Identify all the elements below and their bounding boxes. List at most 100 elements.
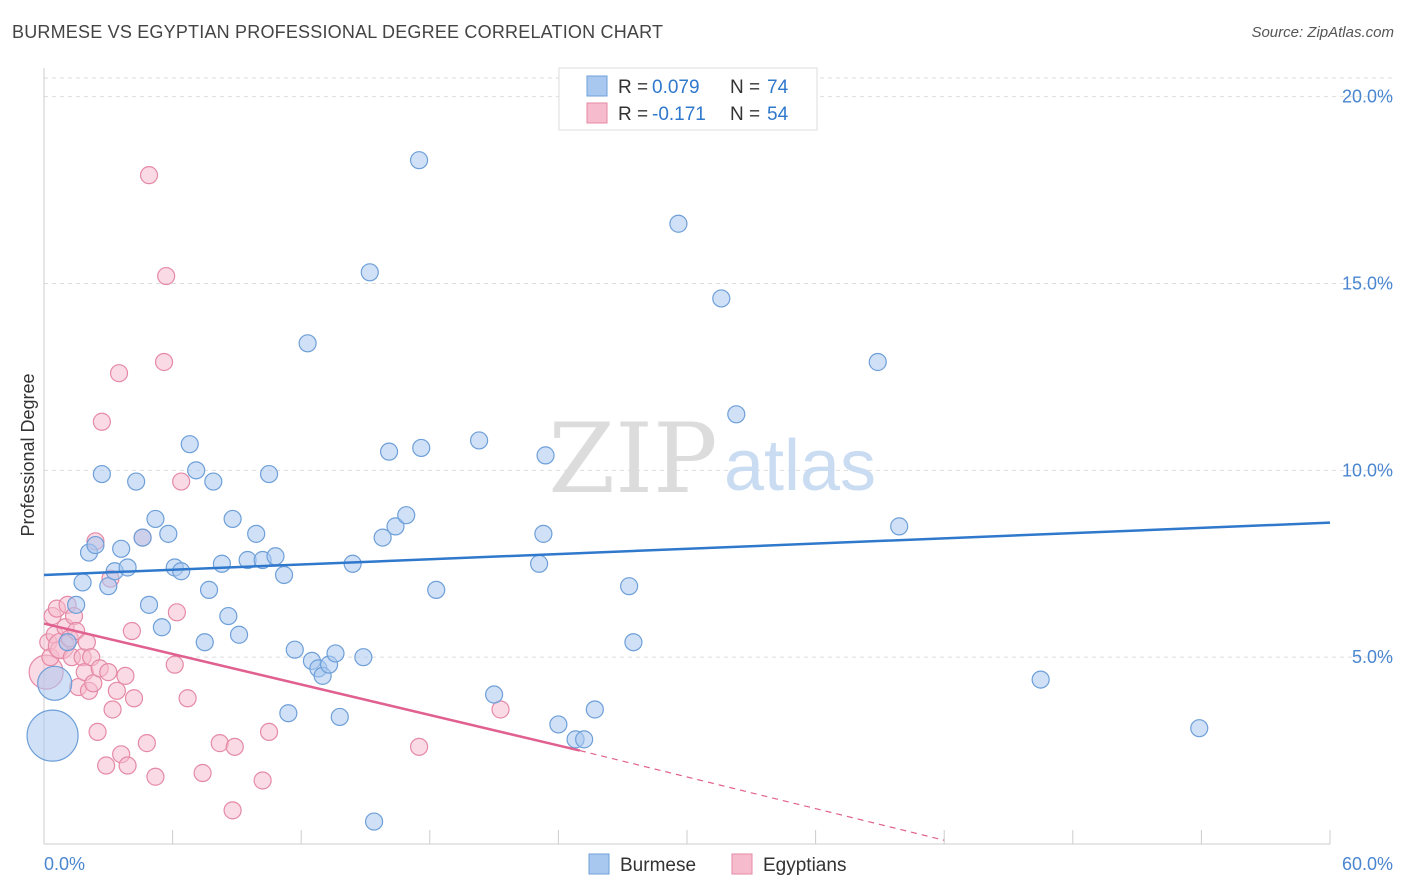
legend-r-label-burmese: R = [618, 77, 648, 98]
burmese-point [172, 562, 191, 581]
burmese-point [195, 633, 214, 652]
burmese-point [485, 685, 504, 704]
legend-n-value-burmese: 74 [767, 77, 789, 98]
legend: R = 0.079 N = 74 R = -0.171 N = 54 [558, 67, 818, 131]
egyptian-point [491, 700, 510, 719]
watermark: ZIP atlas [548, 403, 876, 515]
egyptian-point [225, 737, 244, 756]
burmese-point [890, 517, 909, 536]
burmese-point [58, 633, 77, 652]
burmese-point [1031, 670, 1050, 689]
burmese-point [373, 528, 392, 547]
burmese-point [868, 352, 887, 372]
chart-title: BURMESE VS EGYPTIAN PROFESSIONAL DEGREE … [12, 22, 664, 42]
egyptian-point [223, 801, 242, 820]
source-label: Source: ZipAtlas.com [1251, 24, 1394, 41]
egyptians-trend-line [43, 622, 581, 752]
legend-r-value-burmese: 0.079 [652, 77, 700, 98]
y-axis-label: Professional Degree [18, 373, 38, 536]
burmese-point [37, 665, 73, 701]
burmese-point [364, 812, 384, 831]
burmese-point [712, 289, 731, 308]
legend-r-value-egyptians: -0.171 [652, 104, 706, 125]
burmese-point [469, 431, 489, 450]
burmese-point [204, 472, 223, 491]
y-tick-label: 5.0% [1352, 647, 1393, 667]
gridlines [44, 77, 1393, 658]
egyptian-point [107, 681, 126, 700]
burmese-point [386, 517, 405, 536]
legend-swatch-burmese [586, 75, 608, 97]
burmese-point [266, 547, 285, 566]
axes [43, 68, 1331, 845]
y-tick-label: 10.0% [1342, 460, 1393, 480]
burmese-point [585, 700, 604, 719]
burmese-point [212, 554, 231, 573]
burmese-point [624, 633, 643, 652]
bottom-legend-swatch-burmese [588, 853, 610, 875]
y-tick-label: 20.0% [1342, 87, 1393, 107]
burmese-point [536, 446, 555, 465]
watermark-zip: ZIP [548, 403, 717, 515]
burmese-point [26, 709, 79, 762]
burmese-point [409, 151, 429, 170]
burmese-point [330, 707, 349, 727]
egyptian-point [167, 603, 186, 622]
burmese-point [112, 539, 131, 558]
egyptian-point [259, 722, 279, 742]
egyptian-point [99, 663, 118, 682]
legend-swatch-egyptians [586, 102, 608, 124]
burmese-point [575, 730, 594, 749]
egyptian-point [139, 166, 159, 185]
burmese-point [397, 506, 416, 525]
trend-lines [43, 521, 1331, 841]
y-tick-label: 15.0% [1342, 274, 1393, 294]
burmese-point [139, 595, 159, 614]
burmese-point [223, 509, 242, 529]
burmese-point [669, 214, 688, 233]
burmese-point [133, 528, 152, 547]
burmese-point [412, 438, 431, 458]
burmese-point [152, 618, 171, 637]
egyptian-point [409, 737, 429, 756]
burmese-point [360, 263, 379, 282]
burmese-point [219, 606, 238, 626]
egyptian-point [178, 689, 197, 708]
burmese-point [279, 704, 298, 723]
burmese-point [1190, 719, 1209, 738]
egyptians-points [28, 166, 510, 820]
burmese-points [26, 151, 1209, 831]
burmese-point [73, 573, 92, 592]
egyptian-point [193, 763, 212, 783]
burmese-point [247, 524, 266, 543]
bottom-legend: Burmese Egyptians [588, 853, 846, 876]
egyptian-point [88, 722, 107, 742]
legend-n-label-burmese: N = [730, 77, 760, 98]
burmese-point [187, 461, 206, 480]
burmese-point [274, 565, 294, 585]
burmese-point [118, 558, 137, 577]
burmese-point [530, 554, 549, 573]
egyptian-point [165, 655, 184, 674]
burmese-point [727, 405, 746, 424]
legend-n-label-egyptians: N = [730, 104, 760, 125]
burmese-point [549, 715, 568, 734]
egyptian-point [210, 734, 229, 753]
egyptian-point [137, 734, 156, 753]
legend-r-label-egyptians: R = [618, 104, 648, 125]
egyptian-point [97, 756, 116, 775]
egyptian-point [253, 771, 272, 790]
y-tick-labels: 5.0% 10.0% 15.0% 20.0% [1342, 87, 1393, 667]
egyptian-point [84, 674, 103, 693]
burmese-point [620, 577, 639, 596]
egyptian-point [157, 266, 176, 286]
bottom-legend-label-egyptians: Egyptians [763, 855, 846, 876]
egyptians-trend-extension [579, 750, 945, 841]
burmese-point [285, 640, 304, 659]
burmese-point [298, 334, 317, 353]
egyptian-point [154, 352, 174, 372]
burmese-point [379, 442, 399, 461]
egyptian-point [146, 767, 165, 786]
burmese-point [67, 595, 86, 614]
